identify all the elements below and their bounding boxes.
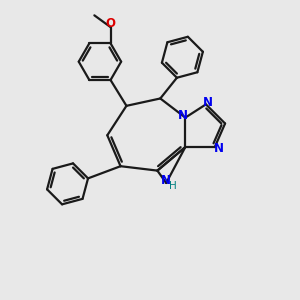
Text: N: N [214,142,224,155]
Text: O: O [106,17,116,30]
Text: N: N [161,174,171,187]
Text: H: H [169,181,176,191]
Text: N: N [178,109,188,122]
Text: N: N [203,96,213,109]
